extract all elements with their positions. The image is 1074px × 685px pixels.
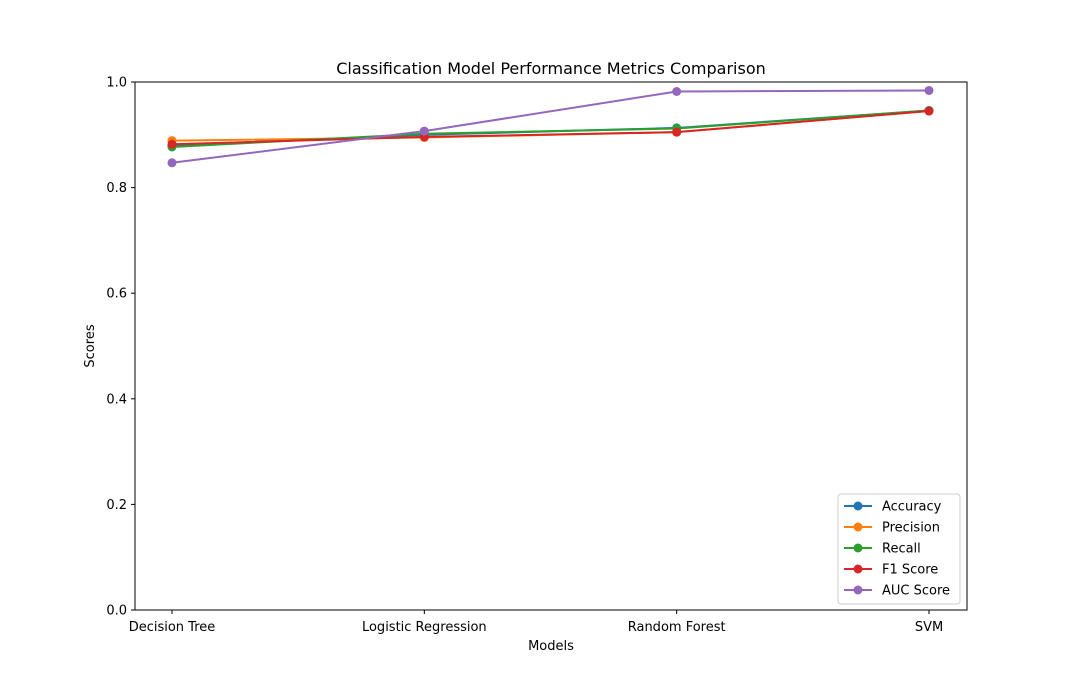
series-line — [171, 89, 930, 164]
data-point — [672, 87, 682, 97]
legend: Accuracy Precision Recall F1 Score AUC Score — [837, 493, 961, 605]
legend-item: Recall — [844, 542, 921, 557]
y-tick-label: 0.6 — [106, 287, 127, 302]
legend-item: F1 Score — [844, 563, 938, 578]
series-line — [171, 110, 930, 142]
legend-label: Recall — [882, 542, 921, 557]
y-tick-label: 0.2 — [106, 498, 127, 513]
series-auc-score — [167, 85, 934, 168]
legend-swatch-marker — [853, 585, 863, 595]
legend-box — [837, 493, 961, 605]
y-axis-label: Scores — [83, 324, 98, 367]
legend-label: F1 Score — [882, 563, 938, 578]
series-f1-score — [167, 106, 934, 149]
legend-item: Accuracy — [844, 500, 942, 515]
x-tick-label: SVM — [915, 620, 943, 635]
series-precision — [167, 106, 934, 146]
x-axis-label: Models — [528, 639, 574, 654]
series-line — [171, 110, 930, 146]
x-tick-label: Logistic Regression — [362, 620, 487, 635]
legend-label: AUC Score — [882, 584, 950, 599]
data-point — [924, 85, 934, 95]
x-tick-label: Decision Tree — [129, 620, 216, 635]
legend-swatch-marker — [853, 564, 863, 574]
data-point — [167, 139, 177, 149]
data-point — [167, 158, 177, 168]
y-axis: 0.0 0.2 0.4 0.6 0.8 1.0 — [106, 76, 135, 619]
data-point — [672, 127, 682, 137]
x-axis: Decision Tree Logistic Regression Random F… — [129, 610, 943, 635]
data-point — [924, 106, 934, 116]
legend-swatch-marker — [853, 543, 863, 553]
legend-label: Precision — [882, 521, 940, 536]
y-tick-label: 0.0 — [106, 604, 127, 619]
data-point — [419, 126, 429, 136]
series-layer — [167, 85, 934, 168]
chart-title: Classification Model Performance Metrics… — [336, 59, 766, 78]
x-tick-label: Random Forest — [628, 620, 726, 635]
y-tick-label: 1.0 — [106, 76, 127, 91]
legend-swatch-marker — [853, 522, 863, 532]
legend-item: AUC Score — [844, 584, 950, 599]
series-accuracy — [167, 106, 934, 150]
y-tick-label: 0.4 — [106, 392, 127, 407]
plot-area — [134, 81, 968, 611]
series-recall — [167, 106, 934, 152]
legend-item: Precision — [844, 521, 940, 536]
legend-label: Accuracy — [882, 500, 942, 515]
y-tick-label: 0.8 — [106, 181, 127, 196]
legend-swatch-marker — [853, 501, 863, 511]
